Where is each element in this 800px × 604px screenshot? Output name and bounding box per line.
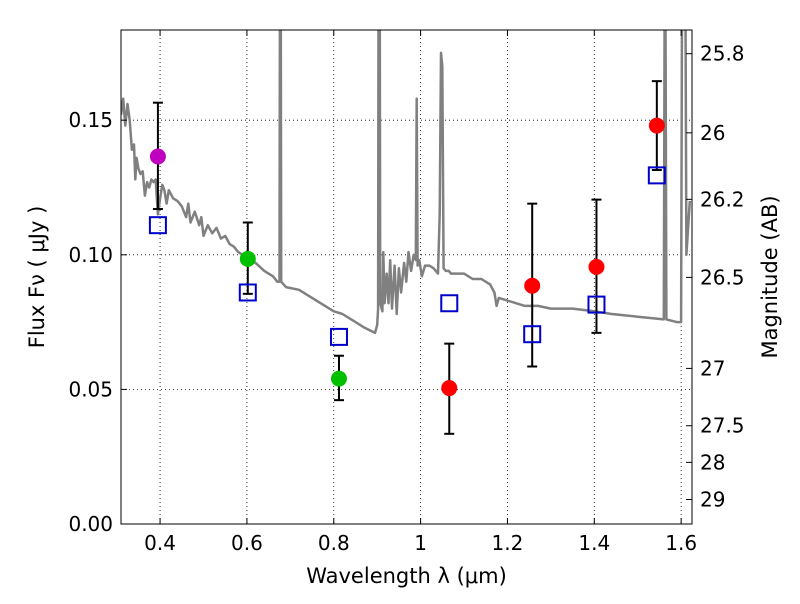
observed-point-marker xyxy=(239,250,256,267)
y-tick-label: 0.00 xyxy=(68,512,113,536)
observed-point-marker xyxy=(330,370,347,387)
model-square-marker xyxy=(523,325,542,344)
observed-point-marker xyxy=(149,148,166,165)
magnitude-tick-label: 26 xyxy=(700,121,725,145)
x-tick-label: 1 xyxy=(414,531,427,555)
model-square-marker xyxy=(647,166,666,185)
magnitude-axis-label: Magnitude (AB) xyxy=(758,195,782,358)
x-tick-labels: 0.4 0.6 0.8 1 1.2 1.4 1.6 xyxy=(144,531,697,555)
observed-point-marker xyxy=(441,380,458,397)
model-square-marker xyxy=(440,294,459,313)
x-tick-label: 1.4 xyxy=(578,531,610,555)
observed-point-marker xyxy=(588,258,605,275)
magnitude-tick-label: 29 xyxy=(700,488,725,512)
model-square-marker xyxy=(238,283,257,302)
tick-marks xyxy=(121,30,692,525)
sed-curve-layer xyxy=(121,30,692,335)
x-tick-label: 0.4 xyxy=(144,531,176,555)
magnitude-tick-label: 26.5 xyxy=(700,265,745,289)
y-tick-label: 0.15 xyxy=(68,108,113,132)
x-tick-label: 1.6 xyxy=(665,531,697,555)
magnitude-tick-label: 27.5 xyxy=(700,414,745,438)
magnitude-tick-label: 26.2 xyxy=(700,187,745,211)
x-tick-label: 0.8 xyxy=(318,531,350,555)
sed-line xyxy=(121,30,692,335)
observed-point-marker xyxy=(648,117,665,134)
x-tick-label: 1.2 xyxy=(492,531,524,555)
model-square-marker xyxy=(587,295,606,314)
y-axis-label: Flux Fν ( μJy ) xyxy=(25,206,49,349)
x-axis-label: Wavelength λ (μm) xyxy=(306,564,507,588)
magnitude-tick-label: 27 xyxy=(700,356,725,380)
y-tick-label: 0.10 xyxy=(68,243,113,267)
y-tick-labels: 0.00 0.05 0.10 0.15 xyxy=(68,108,113,536)
marker-layer xyxy=(148,117,666,397)
model-square-marker xyxy=(148,216,167,235)
model-square-marker xyxy=(329,327,348,346)
y-tick-label: 0.05 xyxy=(68,377,113,401)
observed-point-marker xyxy=(524,277,541,294)
magnitude-tick-label: 25.8 xyxy=(700,42,745,66)
magnitude-tick-labels: 25.8 26 26.2 26.5 27 27.5 28 29 xyxy=(700,42,745,512)
magnitude-tick-label: 28 xyxy=(700,450,725,474)
x-tick-label: 0.6 xyxy=(231,531,263,555)
